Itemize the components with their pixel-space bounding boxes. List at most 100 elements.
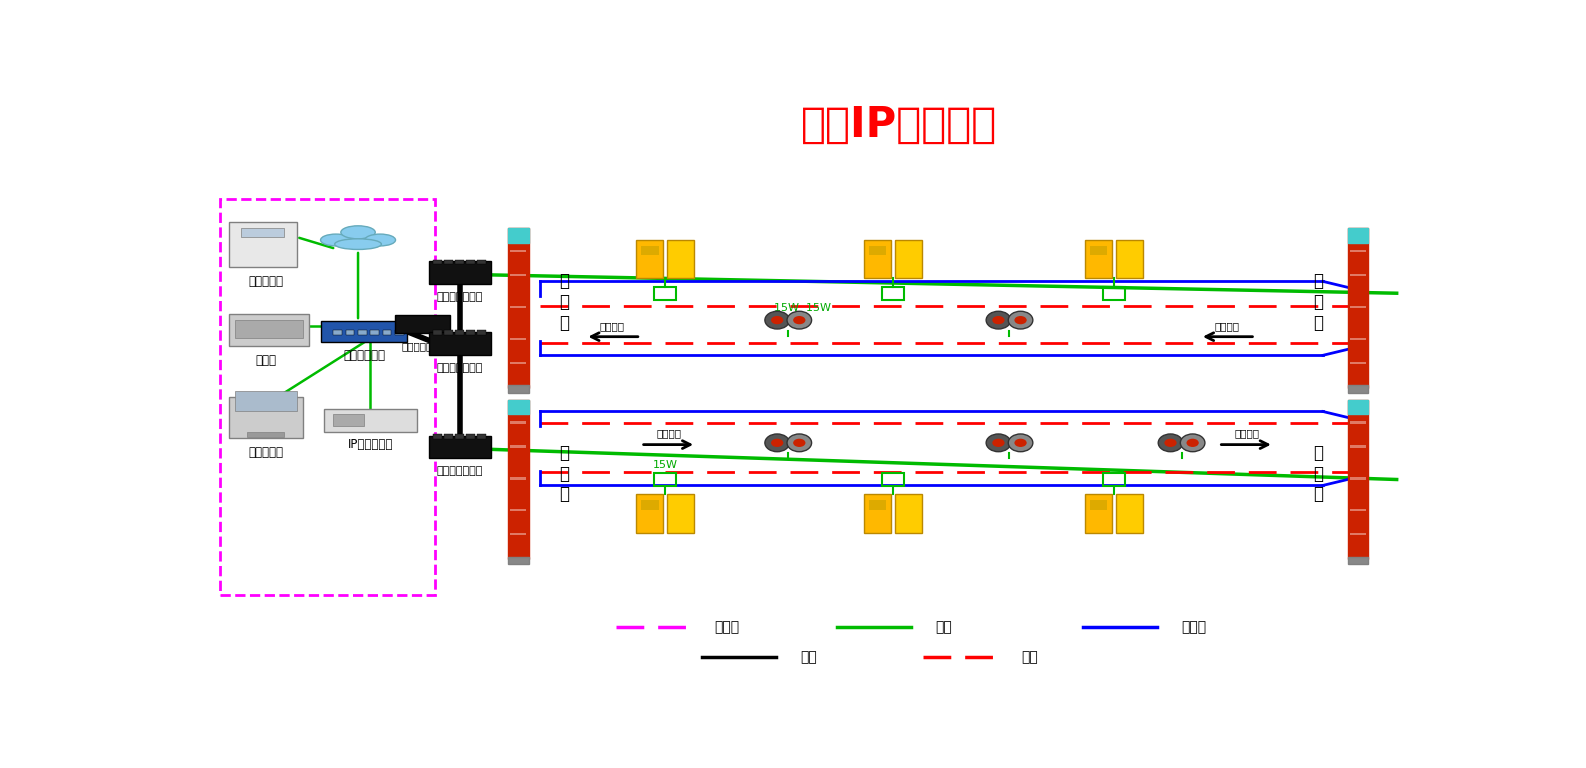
Bar — [395, 315, 450, 333]
Text: 管理计算机: 管理计算机 — [249, 446, 284, 459]
Text: 网线: 网线 — [936, 621, 953, 634]
Bar — [333, 415, 365, 426]
Bar — [655, 473, 676, 486]
Bar — [455, 330, 463, 335]
Bar — [1350, 273, 1366, 276]
Bar — [444, 260, 452, 264]
Text: 调度室电话: 调度室电话 — [249, 275, 284, 288]
Ellipse shape — [793, 316, 806, 324]
Bar — [382, 330, 392, 335]
Ellipse shape — [787, 311, 812, 329]
Bar — [228, 222, 297, 266]
Text: 隧道壁: 隧道壁 — [1182, 621, 1207, 634]
Ellipse shape — [1009, 434, 1032, 452]
Bar — [466, 434, 474, 439]
Bar — [444, 330, 452, 335]
Bar — [228, 314, 309, 346]
Ellipse shape — [1015, 439, 1026, 447]
Text: IP调度服务器: IP调度服务器 — [347, 438, 393, 451]
Ellipse shape — [787, 434, 812, 452]
Bar — [511, 422, 527, 424]
Bar — [430, 333, 490, 355]
Bar — [511, 362, 527, 364]
Bar — [358, 330, 366, 335]
Text: 以太网: 以太网 — [347, 233, 370, 246]
Ellipse shape — [1015, 316, 1026, 324]
Ellipse shape — [993, 439, 1004, 447]
Bar — [508, 557, 528, 564]
Bar — [668, 240, 695, 279]
Bar — [864, 240, 891, 279]
Text: 以太网交换机: 以太网交换机 — [343, 349, 385, 362]
Bar — [1350, 306, 1366, 308]
Bar — [1350, 445, 1366, 448]
Bar — [455, 260, 463, 264]
Text: 隧
道
口: 隧 道 口 — [1313, 273, 1323, 332]
Bar — [1350, 509, 1366, 511]
Bar — [636, 240, 663, 279]
Bar — [1102, 473, 1124, 486]
Bar — [641, 246, 658, 256]
Bar — [235, 391, 297, 412]
Text: 隧
道
口: 隧 道 口 — [560, 444, 569, 503]
Text: 行车方向: 行车方向 — [1234, 429, 1259, 439]
Ellipse shape — [1009, 311, 1032, 329]
Bar — [508, 386, 528, 392]
Bar — [1348, 557, 1369, 564]
Text: 光端机（接收）: 光端机（接收） — [436, 466, 484, 476]
Bar — [511, 306, 527, 308]
Ellipse shape — [986, 434, 1010, 452]
Text: 行车方向: 行车方向 — [657, 429, 682, 439]
Bar — [1348, 399, 1369, 559]
Bar — [466, 260, 474, 264]
Ellipse shape — [771, 439, 783, 447]
Bar — [433, 260, 441, 264]
Ellipse shape — [793, 439, 806, 447]
Text: 15W  15W: 15W 15W — [774, 303, 831, 313]
Bar — [511, 445, 527, 448]
Bar — [668, 495, 695, 533]
Bar — [1090, 246, 1107, 256]
Ellipse shape — [335, 239, 381, 250]
Bar — [1348, 228, 1369, 388]
Bar — [371, 330, 379, 335]
Bar — [477, 260, 485, 264]
Ellipse shape — [1180, 434, 1205, 452]
Bar — [1348, 228, 1369, 243]
Ellipse shape — [1164, 439, 1177, 447]
Text: 车道: 车道 — [1021, 650, 1039, 664]
Ellipse shape — [1186, 439, 1199, 447]
Bar — [882, 286, 904, 300]
Bar — [466, 330, 474, 335]
Text: 行车方向: 行车方向 — [1215, 321, 1240, 331]
Bar — [864, 495, 891, 533]
Bar — [1117, 495, 1144, 533]
Bar — [433, 330, 441, 335]
Bar — [511, 477, 527, 479]
Bar — [430, 261, 490, 283]
Bar — [508, 399, 528, 559]
Bar — [511, 273, 527, 276]
Bar — [1350, 250, 1366, 252]
Bar — [455, 434, 463, 439]
Bar — [641, 500, 658, 510]
Ellipse shape — [986, 311, 1010, 329]
Bar — [1350, 338, 1366, 340]
Text: 隧
道
口: 隧 道 口 — [560, 273, 569, 332]
Ellipse shape — [341, 226, 376, 239]
Bar — [655, 286, 676, 300]
Ellipse shape — [1158, 434, 1183, 452]
Bar — [444, 434, 452, 439]
Bar — [882, 473, 904, 486]
Bar — [869, 500, 887, 510]
Bar — [1350, 362, 1366, 364]
Bar — [1348, 386, 1369, 392]
Text: 15W: 15W — [653, 460, 677, 470]
Bar — [247, 432, 284, 437]
Ellipse shape — [993, 316, 1004, 324]
Bar — [228, 397, 303, 438]
Bar — [346, 330, 354, 335]
Bar — [1085, 495, 1112, 533]
Bar — [1117, 240, 1144, 279]
Text: 光端机（发出）: 光端机（发出） — [401, 342, 446, 352]
